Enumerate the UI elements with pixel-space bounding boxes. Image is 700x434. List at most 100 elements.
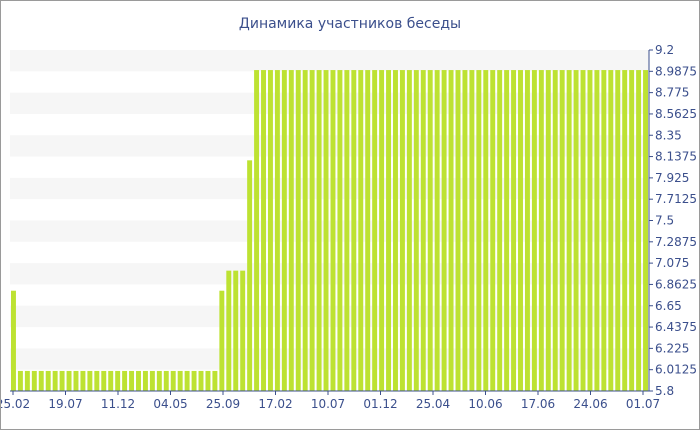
bar xyxy=(511,70,517,391)
bar xyxy=(337,70,343,391)
bar xyxy=(163,370,169,391)
grid-band xyxy=(10,50,649,72)
bar xyxy=(330,70,336,391)
y-axis-ticks: 9.2 8.9875 8.775 8.5625 8.35 8.1375 7.925 7.712… xyxy=(649,43,697,398)
bar xyxy=(386,70,392,391)
bar xyxy=(580,70,586,391)
bar xyxy=(240,270,246,391)
bar xyxy=(406,70,412,391)
bar xyxy=(59,370,65,391)
bar xyxy=(552,70,558,391)
x-tick-label: 10.06 xyxy=(468,397,502,411)
bar xyxy=(52,370,58,391)
y-tick-label: 6.0125 xyxy=(655,363,697,377)
grid-band xyxy=(10,263,649,285)
bar xyxy=(11,290,16,391)
bar xyxy=(594,70,600,391)
bar xyxy=(545,70,551,391)
bar xyxy=(212,370,218,391)
x-tick-label: 17.06 xyxy=(521,397,555,411)
bar xyxy=(184,370,190,391)
bar xyxy=(122,370,128,391)
bar xyxy=(233,270,239,391)
bar xyxy=(302,70,308,391)
bar xyxy=(45,370,51,391)
bar xyxy=(219,290,225,391)
bar xyxy=(31,370,37,391)
y-tick-label: 8.9875 xyxy=(655,64,697,78)
y-tick-label: 5.8 xyxy=(655,384,674,398)
bar xyxy=(497,70,503,391)
bar xyxy=(573,70,579,391)
bar xyxy=(636,70,642,391)
x-tick-label: 25.04 xyxy=(416,397,450,411)
bar xyxy=(448,70,454,391)
bar xyxy=(281,70,287,391)
bar xyxy=(295,70,301,391)
bar xyxy=(344,70,350,391)
bar xyxy=(316,70,322,391)
x-tick-label: 11.12 xyxy=(101,397,135,411)
bar xyxy=(559,70,565,391)
bar xyxy=(462,70,468,391)
bar xyxy=(24,370,30,391)
y-tick-label: 8.775 xyxy=(655,86,689,100)
bar xyxy=(205,370,211,391)
grid-bands xyxy=(10,50,649,370)
x-tick-label: 25.09 xyxy=(206,397,240,411)
y-tick-label: 7.2875 xyxy=(655,235,697,249)
y-tick-label: 7.075 xyxy=(655,256,689,270)
y-tick-label: 8.5625 xyxy=(655,107,697,121)
y-tick-label: 6.65 xyxy=(655,299,682,313)
x-tick-label: 17.02 xyxy=(258,397,292,411)
x-tick-label: 01.07 xyxy=(626,397,660,411)
bar xyxy=(469,70,475,391)
bar xyxy=(288,70,294,391)
bar xyxy=(566,70,572,391)
x-tick-label: 19.07 xyxy=(48,397,82,411)
grid-band xyxy=(10,220,649,242)
x-tick-label: 01.12 xyxy=(363,397,397,411)
bar xyxy=(490,70,496,391)
bar xyxy=(427,70,433,391)
bar xyxy=(455,70,461,391)
grid-band xyxy=(10,348,649,370)
bar xyxy=(198,370,204,391)
bar xyxy=(191,370,197,391)
bar xyxy=(142,370,148,391)
bar xyxy=(80,370,86,391)
bar xyxy=(615,70,621,391)
bar xyxy=(531,70,537,391)
grid-band xyxy=(10,305,649,328)
bar xyxy=(538,70,544,391)
y-tick-label: 7.5 xyxy=(655,214,674,228)
bar xyxy=(413,70,419,391)
bar xyxy=(351,70,357,391)
bar xyxy=(226,270,232,391)
bar xyxy=(274,70,280,391)
bar xyxy=(504,70,510,391)
y-tick-label: 8.35 xyxy=(655,128,682,142)
y-tick-label: 6.8625 xyxy=(655,277,697,291)
y-tick-label: 9.2 xyxy=(655,43,674,57)
bar xyxy=(261,70,266,391)
bar xyxy=(73,370,79,391)
bar xyxy=(254,70,260,391)
bars xyxy=(11,70,648,391)
bar xyxy=(434,70,440,391)
bar xyxy=(136,370,141,391)
y-tick-label: 6.4375 xyxy=(655,320,697,334)
bar xyxy=(358,70,364,391)
x-axis-ticks: 25.02 19.07 11.12 04.05 25.09 17.02 10.07 01.12… xyxy=(0,391,660,411)
grid-band xyxy=(10,177,649,200)
bar xyxy=(66,370,72,391)
bar xyxy=(601,70,607,391)
bar xyxy=(149,370,155,391)
bar xyxy=(524,70,530,391)
bar xyxy=(476,70,482,391)
x-tick-label: 25.02 xyxy=(1,397,30,411)
bar xyxy=(399,70,405,391)
bar xyxy=(365,70,371,391)
bar xyxy=(101,370,107,391)
